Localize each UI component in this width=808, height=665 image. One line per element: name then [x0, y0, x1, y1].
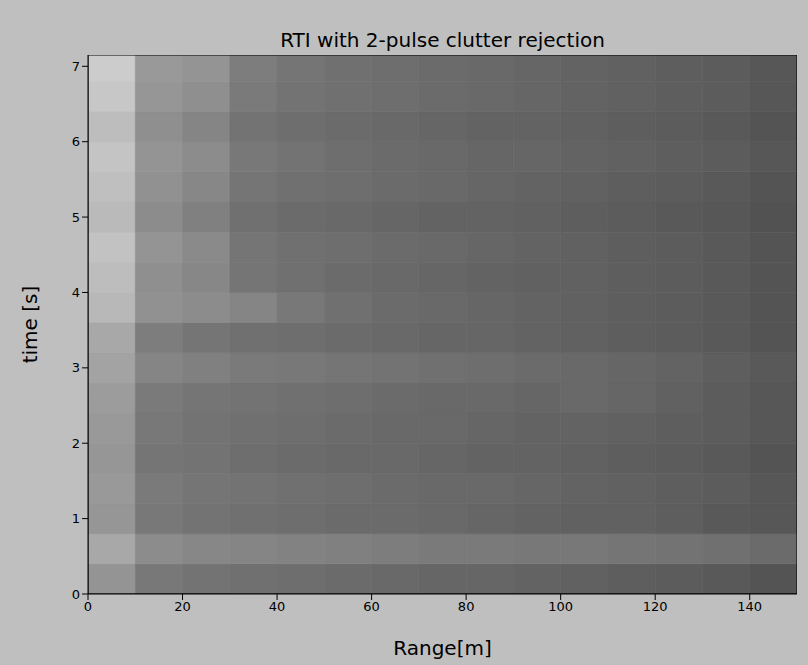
svg-text:120: 120	[643, 599, 668, 614]
svg-text:5: 5	[72, 210, 80, 225]
svg-text:Range[m]: Range[m]	[393, 636, 491, 660]
svg-text:100: 100	[548, 599, 573, 614]
svg-text:0: 0	[72, 587, 80, 602]
svg-text:time [s]: time [s]	[18, 286, 42, 364]
html-text:RTI with 2-pulse clutter rejec: RTI with 2-pulse clutter rejection	[280, 28, 605, 52]
svg-text:7: 7	[72, 59, 80, 74]
svg-text:6: 6	[72, 134, 80, 149]
svg-text:4: 4	[72, 285, 80, 300]
svg-text:0: 0	[84, 599, 92, 614]
svg-text:20: 20	[174, 599, 191, 614]
svg-text:2: 2	[72, 436, 80, 451]
svg-text:1: 1	[72, 511, 80, 526]
svg-text:140: 140	[737, 599, 762, 614]
svg-text:60: 60	[363, 599, 380, 614]
svg-text:80: 80	[458, 599, 475, 614]
svg-text:40: 40	[269, 599, 286, 614]
svg-text:3: 3	[72, 360, 80, 375]
